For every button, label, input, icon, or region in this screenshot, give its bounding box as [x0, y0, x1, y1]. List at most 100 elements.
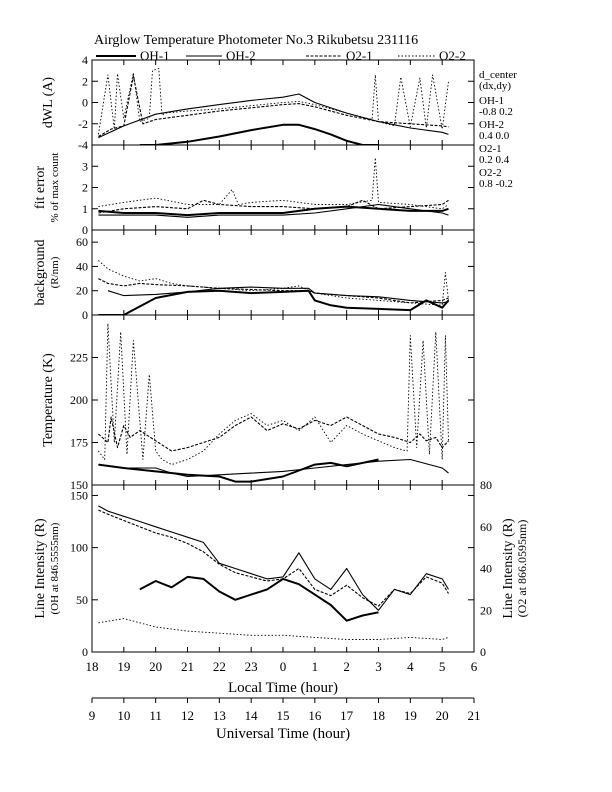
- ut-tick-label: 14: [245, 708, 259, 723]
- panel-bg: 0 20 40 60 background (R/nm): [33, 229, 475, 322]
- lt-tick-label: 5: [439, 659, 446, 674]
- series-line-o2-2: [98, 260, 449, 306]
- y-axis-label: fit error: [33, 166, 48, 209]
- series-line-o2-1: [98, 199, 449, 214]
- ut-tick-label: 20: [436, 708, 449, 723]
- y-tick-label: 1: [82, 202, 88, 216]
- y-tick-label: 0: [82, 223, 88, 237]
- panel-temp: 150 175 200 225 Temperature (K): [41, 314, 475, 492]
- panel-frame: [91, 144, 475, 231]
- series-line-o2-2: [98, 618, 449, 640]
- lt-tick-label: 1: [312, 659, 319, 674]
- y-tick-label: 20: [76, 284, 88, 298]
- side-info-subheader: (dx,dy): [479, 80, 511, 92]
- series-line-o2-1: [98, 416, 449, 452]
- y-tick-label: 2: [82, 74, 88, 88]
- series-line-oh-2: [98, 93, 449, 139]
- ut-tick-label: 16: [308, 708, 322, 723]
- side-info-value: 0.8 -0.2: [479, 178, 513, 190]
- y-right-tick-label: 0: [480, 645, 486, 659]
- universal-time-label: Universal Time (hour): [216, 726, 350, 742]
- y-right-tick-label: 40: [480, 562, 492, 576]
- y-axis-label: (R/nm): [49, 256, 61, 288]
- y-tick-label: 100: [70, 541, 88, 555]
- panel-dwl: -4 -2 0 2 4 dWL (A): [41, 53, 475, 152]
- y-tick-label: 0: [82, 645, 88, 659]
- side-info-label: OH-2: [479, 119, 504, 131]
- ut-tick-label: 13: [213, 708, 226, 723]
- y-tick-label: 225: [70, 351, 88, 365]
- panel-fit: 0 1 2 3 fit error% of max count: [33, 144, 475, 237]
- panel-frame: [91, 59, 475, 146]
- ut-tick-label: 18: [372, 708, 385, 723]
- y-tick-label: -2: [78, 117, 88, 131]
- series-line-oh-1: [139, 575, 379, 622]
- y-tick-label: 0: [82, 308, 88, 322]
- y-right-axis-label: (O2 at 866.0595nm): [515, 520, 529, 618]
- side-info-header: d_center: [479, 69, 517, 81]
- series-line-oh-2: [98, 458, 449, 478]
- y-tick-label: 4: [82, 53, 88, 67]
- side-info-label: OH-1: [479, 95, 504, 107]
- y-right-axis-label: Line Intensity (R): [501, 518, 516, 619]
- y-axis-label: % of max count: [49, 153, 61, 223]
- figure-title: Airglow Temperature Photometer No.3 Riku…: [94, 33, 418, 48]
- series-line-o2-1: [98, 278, 449, 304]
- lt-tick-label: 21: [181, 659, 194, 674]
- y-axis-label: Temperature (K): [41, 353, 56, 447]
- lt-tick-label: 6: [471, 659, 478, 674]
- ut-tick-label: 9: [89, 708, 96, 723]
- lt-tick-label: 2: [343, 659, 350, 674]
- side-info-label: O2-1: [479, 143, 502, 155]
- y-tick-label: 150: [70, 478, 88, 492]
- y-right-tick-label: 20: [480, 603, 492, 617]
- series-line-o2-1: [98, 75, 449, 137]
- ut-tick-label: 10: [117, 708, 130, 723]
- series-line-oh-2: [98, 505, 449, 611]
- y-tick-label: -4: [78, 138, 88, 152]
- ut-tick-label: 21: [468, 708, 481, 723]
- series-line-o2-1: [98, 509, 449, 607]
- ut-tick-label: 17: [340, 708, 354, 723]
- y-tick-label: 0: [82, 96, 88, 110]
- series-line-o2-2: [98, 157, 449, 210]
- side-info-value: -0.8 0.2: [479, 106, 513, 118]
- ut-tick-label: 15: [277, 708, 290, 723]
- lt-tick-label: 22: [213, 659, 226, 674]
- side-info-label: O2-2: [479, 167, 502, 179]
- legend-label-oh-2: OH-2: [226, 48, 256, 63]
- local-time-label: Local Time (hour): [228, 680, 338, 696]
- panels: -4 -2 0 2 4 dWL (A) 0 1 2 3 fit error% of max coun…: [33, 53, 529, 659]
- ut-tick-label: 19: [404, 708, 417, 723]
- y-tick-label: 2: [82, 181, 88, 195]
- y-axis-label: Line Intensity (R): [33, 518, 48, 619]
- legend: OH-1 OH-2 O2-1 O2-2: [96, 48, 466, 63]
- side-info-value: 0.4 0.0: [479, 130, 510, 142]
- side-info: d_center(dx,dy)OH-1-0.8 0.2OH-20.4 0.0O2…: [479, 69, 517, 190]
- y-axis-label: dWL (A): [41, 77, 56, 129]
- panel-frame: [91, 314, 475, 486]
- lt-tick-label: 4: [407, 659, 414, 674]
- y-tick-label: 3: [82, 159, 88, 173]
- series-line-o2-2: [97, 68, 449, 135]
- side-info-value: 0.2 0.4: [479, 154, 510, 166]
- series-line-oh-2: [98, 203, 449, 218]
- lt-tick-label: 3: [375, 659, 382, 674]
- y-right-tick-label: 60: [480, 520, 492, 534]
- lt-tick-label: 19: [117, 659, 130, 674]
- legend-label-o2-1: O2-1: [346, 48, 373, 63]
- series-line-oh-1: [98, 289, 450, 315]
- y-tick-label: 200: [70, 393, 88, 407]
- series-line-oh-1: [98, 458, 379, 483]
- y-tick-label: 50: [76, 593, 88, 607]
- series-line-oh-1: [98, 205, 449, 217]
- lt-tick-label: 0: [280, 659, 287, 674]
- lt-tick-label: 23: [245, 659, 258, 674]
- series-line-oh-1: [139, 123, 379, 145]
- y-axis-label: (OH at 846.5555nm): [49, 522, 61, 614]
- panel-frame: [91, 484, 475, 653]
- y-axis-label: background: [33, 239, 48, 305]
